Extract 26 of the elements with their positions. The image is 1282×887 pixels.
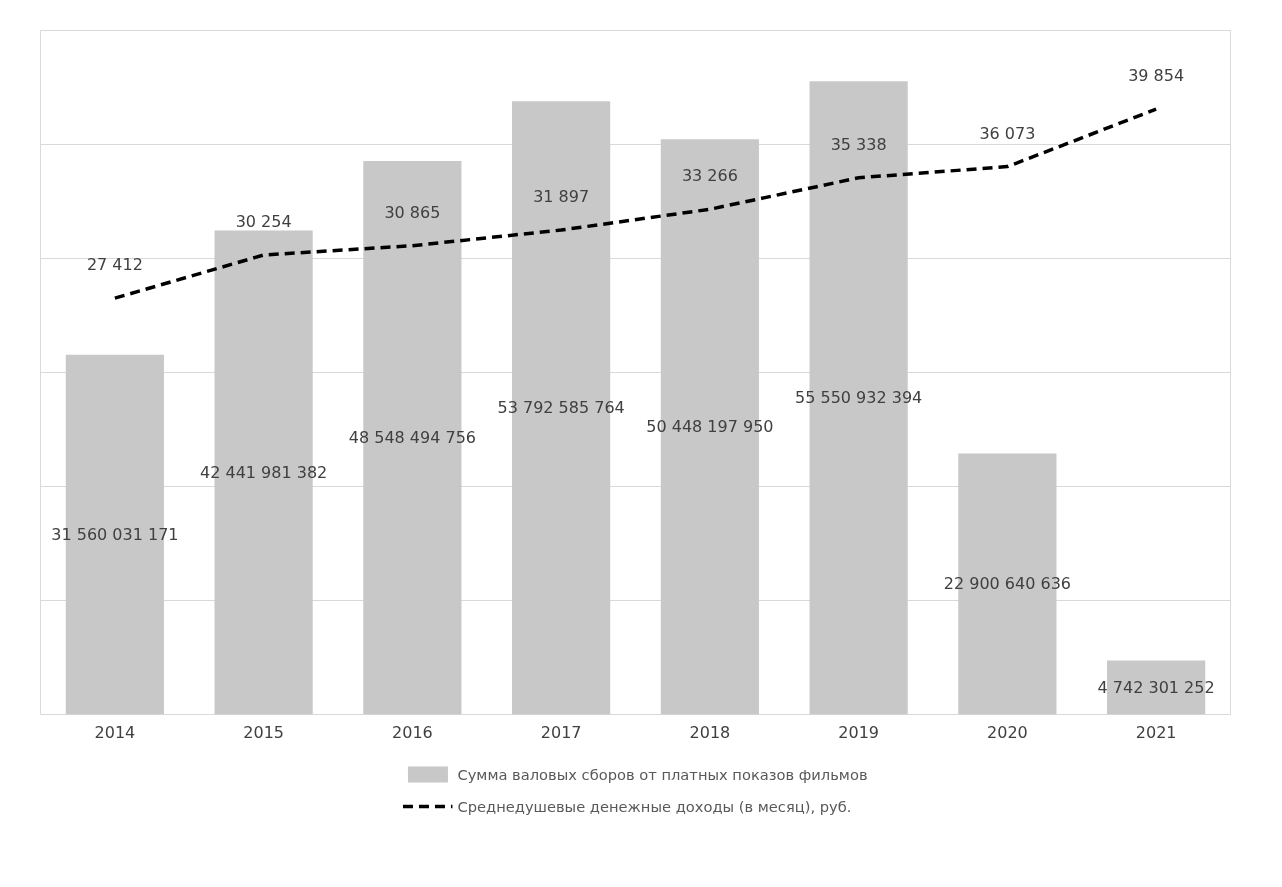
data-label: 35 338 [830, 134, 887, 154]
x-tick-label: 2020 [987, 722, 1028, 742]
data-label: 31 560 031 171 [51, 525, 179, 545]
data-label: 4 742 301 252 [1097, 677, 1215, 697]
data-label: 53 792 585 764 [497, 398, 625, 418]
x-tick-label: 2019 [838, 722, 879, 742]
data-label: 48 548 494 756 [348, 428, 476, 448]
legend-label: Сумма валовых сборов от платных показов фильмов [457, 765, 868, 783]
x-tick-label: 2018 [689, 722, 731, 742]
data-label: 55 550 932 394 [795, 388, 923, 408]
data-label: 27 412 [86, 255, 143, 275]
data-label: 22 900 640 636 [943, 574, 1071, 594]
x-tick-label: 2021 [1135, 722, 1177, 742]
data-label: 39 854 [1128, 66, 1185, 86]
data-label: 50 448 197 950 [646, 417, 774, 437]
x-tick-label: 2015 [243, 722, 284, 742]
data-label: 33 266 [681, 166, 738, 186]
data-label: 31 897 [533, 187, 590, 207]
x-tick-label: 2014 [94, 722, 136, 742]
legend-label: Среднедушевые денежные доходы (в месяц), руб. [457, 797, 852, 815]
data-label: 30 254 [235, 212, 292, 231]
data-label: 36 073 [979, 123, 1036, 143]
data-label: 30 865 [384, 202, 441, 222]
data-label: 42 441 981 382 [200, 463, 328, 483]
x-tick-label: 2016 [392, 722, 433, 742]
x-tick-label: 2017 [540, 722, 582, 742]
